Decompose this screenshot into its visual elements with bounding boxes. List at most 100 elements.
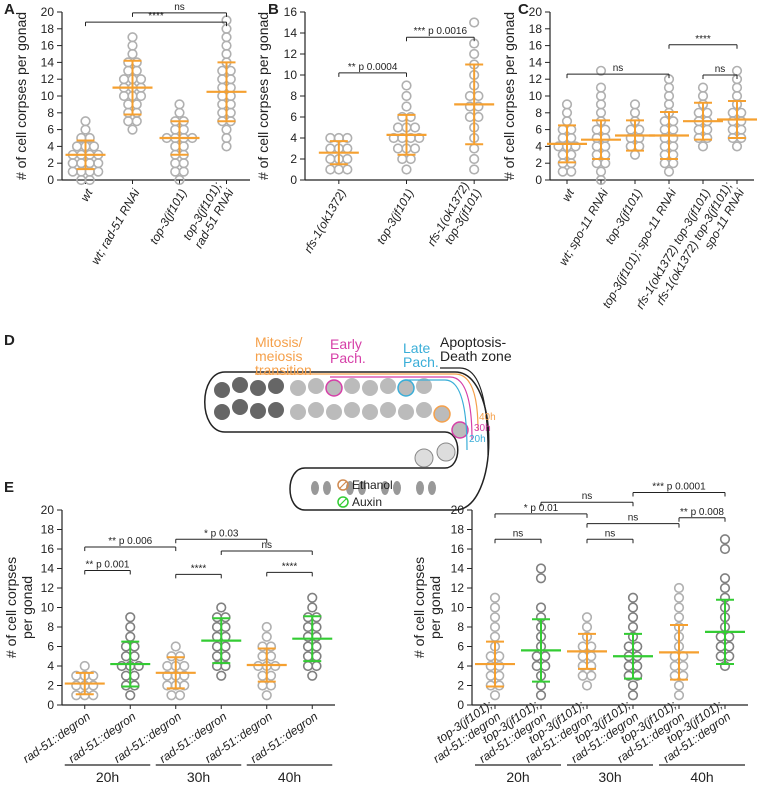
x-tick-label: rfs-1(ok1372) — [301, 187, 349, 256]
data-point — [731, 141, 743, 152]
data-point — [627, 612, 639, 623]
data-point — [535, 602, 547, 613]
data-point — [217, 99, 228, 110]
data-point — [627, 602, 639, 613]
data-point — [489, 621, 501, 633]
data-point — [166, 690, 177, 701]
y-tick-label: 10 — [41, 601, 55, 615]
chart: # of cell corpses per gonad 0 2 4 6 8 10 12 14 16 1… — [411, 481, 748, 785]
data-point — [401, 164, 412, 175]
y-tick-label: 2 — [535, 156, 542, 170]
data-point — [489, 631, 501, 642]
legend-marker-slash — [338, 480, 348, 490]
significance-label: **** — [695, 34, 711, 45]
x-tick-label: wt — [559, 186, 577, 204]
data-point — [673, 680, 685, 691]
significance-label: ** p 0.0004 — [348, 62, 398, 73]
data-point — [220, 651, 231, 662]
data-point — [123, 99, 134, 110]
y-tick-label: 10 — [529, 89, 543, 103]
data-point — [302, 641, 314, 652]
data-point — [178, 158, 189, 169]
data-point — [302, 651, 314, 662]
data-point — [342, 143, 353, 154]
data-point — [586, 651, 597, 662]
x-tick-label: top-3(jf101) — [374, 187, 417, 247]
data-point — [221, 124, 232, 135]
data-point — [673, 612, 685, 623]
data-point — [473, 111, 484, 123]
y-axis-label: # of cell corpses per gonad — [13, 12, 29, 180]
data-point — [629, 99, 641, 110]
data-point — [663, 99, 675, 110]
data-point — [469, 153, 480, 165]
y-axis-label: per gonad — [427, 576, 443, 639]
data-point — [600, 141, 611, 152]
data-point — [591, 124, 602, 135]
data-point — [693, 132, 704, 144]
data-point — [405, 153, 416, 165]
data-point — [673, 602, 685, 613]
data-point — [123, 107, 134, 118]
data-point — [125, 631, 136, 642]
data-point — [131, 107, 142, 118]
y-tick-label: 2 — [47, 679, 54, 693]
data-point — [469, 164, 480, 175]
y-tick-label: 16 — [41, 39, 55, 53]
data-point — [392, 122, 404, 133]
data-point — [118, 90, 130, 102]
data-point — [668, 149, 679, 160]
data-point — [225, 74, 236, 85]
data-point — [489, 690, 501, 701]
x-tick-label-group: top-3(jf101) — [374, 187, 417, 247]
data-point — [225, 99, 236, 110]
data-point — [93, 166, 104, 177]
data-point — [586, 670, 597, 681]
data-point — [469, 143, 480, 154]
y-tick-label: 12 — [284, 47, 298, 61]
data-point — [88, 141, 100, 152]
data-point — [591, 141, 602, 152]
time-label: 20h — [469, 434, 486, 445]
data-point — [217, 65, 228, 76]
y-axis-label: # of cell corpses per gonad — [255, 12, 271, 180]
significance-label: *** p 0.0016 — [414, 26, 468, 37]
data-point — [221, 141, 232, 152]
y-tick-label: 8 — [47, 106, 54, 120]
data-point — [125, 621, 136, 633]
data-point — [120, 670, 132, 681]
data-point — [625, 141, 636, 152]
data-point — [123, 116, 134, 127]
y-axis-label: # of cell corpses — [411, 557, 427, 658]
chart: A# of cell corpses per gonad 0 2 4 6 8 10 12 14 1… — [4, 1, 250, 267]
y-tick-label: 8 — [290, 89, 297, 103]
data-point — [663, 90, 675, 102]
data-point — [577, 651, 588, 662]
data-point — [120, 651, 132, 662]
data-point — [540, 651, 551, 662]
data-point — [663, 82, 675, 93]
data-point — [627, 621, 639, 633]
data-point — [566, 166, 577, 177]
y-tick-label: 10 — [41, 89, 55, 103]
data-point — [127, 40, 138, 51]
data-point — [595, 107, 607, 118]
data-point — [600, 149, 611, 160]
significance-label: ns — [613, 63, 624, 74]
data-point — [697, 141, 709, 152]
data-point — [659, 124, 670, 135]
zone-lines — [255, 367, 489, 456]
y-tick-label: 20 — [529, 5, 543, 19]
data-point — [333, 164, 344, 175]
panel-letter: A — [4, 1, 15, 18]
y-axis-label: # of cell corpses — [3, 557, 19, 658]
y-tick-label: 18 — [41, 523, 55, 537]
data-point — [401, 80, 412, 91]
y-tick-label: 14 — [41, 562, 55, 576]
data-point — [174, 99, 185, 110]
data-point — [179, 680, 190, 691]
data-point — [625, 124, 636, 135]
y-tick-label: 18 — [41, 22, 55, 36]
data-point — [557, 124, 568, 135]
